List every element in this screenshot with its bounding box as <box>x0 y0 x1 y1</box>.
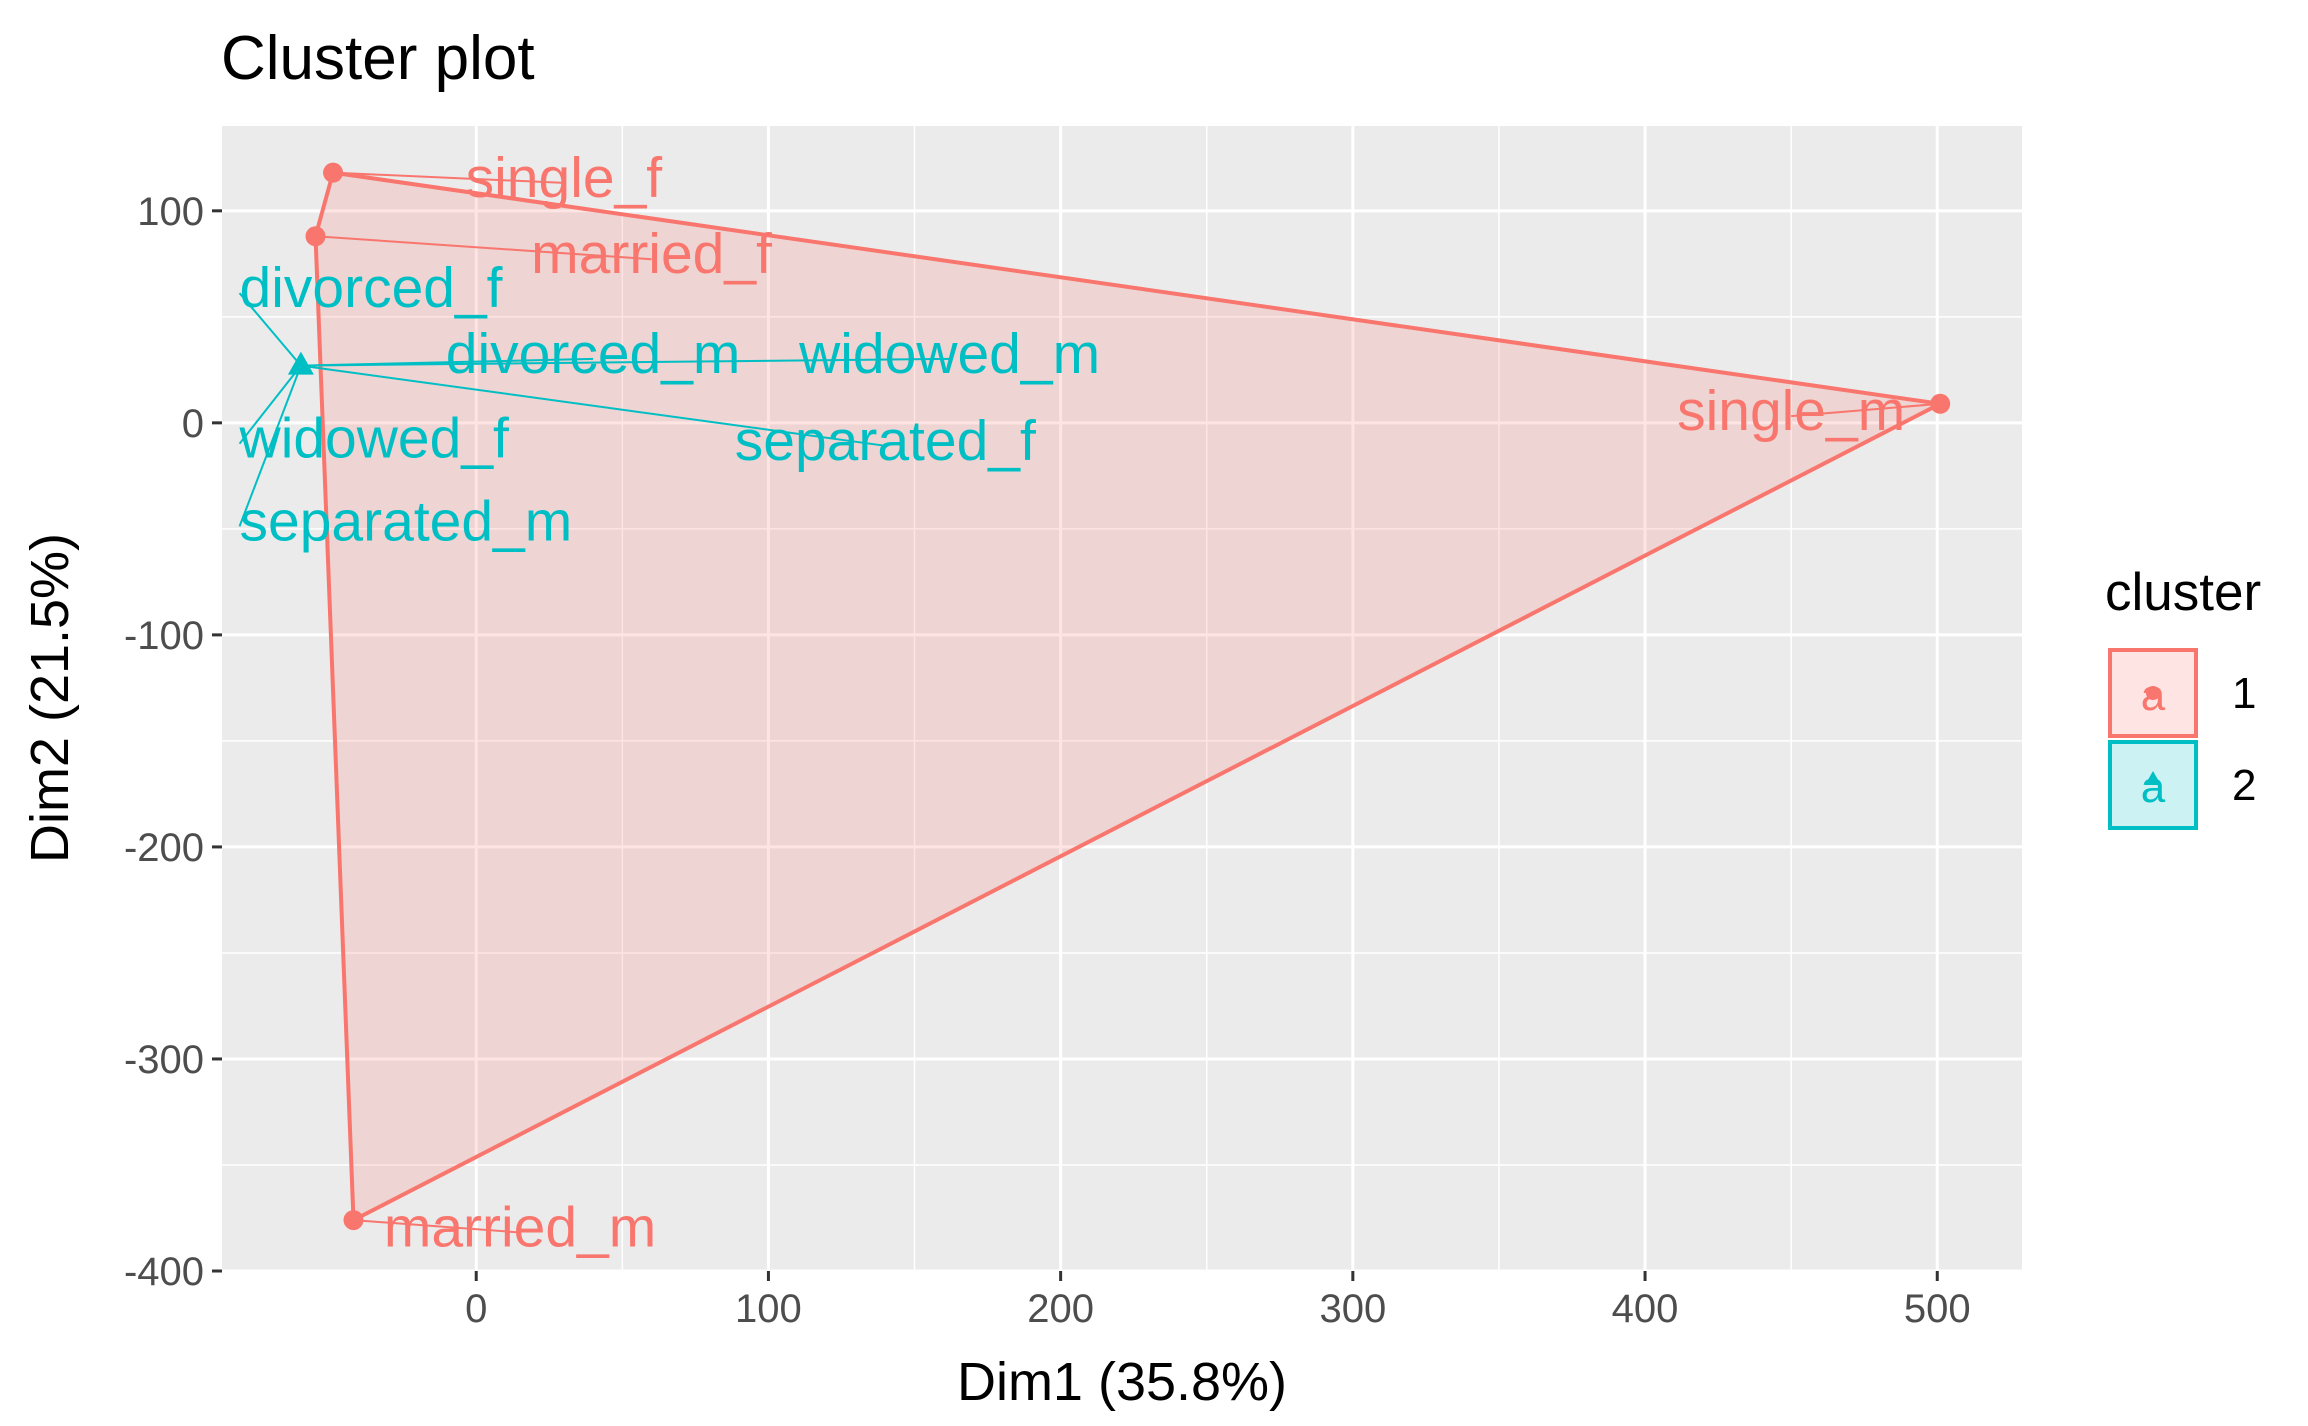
point-label-widowed-m: widowed_m <box>798 322 1100 386</box>
y-tick-label: -200 <box>124 826 204 870</box>
axes: 0 100 200 300 400 500 -400 -300 -200 -100 0 100 <box>124 190 1971 1331</box>
point-labels: single_f married_f single_m married_m divorc… <box>239 146 1906 1260</box>
point-label-married-m: married_m <box>384 1195 656 1259</box>
legend-key-circle <box>2146 686 2160 700</box>
y-tick-label: 0 <box>182 402 204 446</box>
legend-key-triangle <box>2145 771 2161 785</box>
y-tick-label: -400 <box>124 1250 204 1294</box>
leader-line <box>315 235 652 261</box>
x-tick-label: 200 <box>1027 1287 1094 1331</box>
data-point-cluster-1 <box>323 162 344 183</box>
legend-label: 2 <box>2232 761 2256 810</box>
y-tick-label: -100 <box>124 614 204 658</box>
point-label-divorced-m: divorced_m <box>446 322 741 386</box>
point-label-divorced-f: divorced_f <box>240 256 503 320</box>
legend-item-1: a1 <box>2108 648 2256 738</box>
point-label-widowed-f: widowed_f <box>239 407 509 471</box>
label-leader-lines <box>238 171 1941 1234</box>
data-points <box>287 162 1951 1231</box>
y-axis-title: Dim2 (21.5%) <box>20 533 80 863</box>
data-point-cluster-1 <box>343 1210 364 1231</box>
x-axis-title: Dim1 (35.8%) <box>957 1352 1287 1412</box>
data-point-cluster-1 <box>305 226 326 247</box>
legend-title: cluster <box>2105 563 2261 622</box>
x-tick-label: 500 <box>1904 1287 1971 1331</box>
x-tick-label: 0 <box>465 1287 487 1331</box>
leader-line <box>300 357 950 367</box>
y-tick-label: -300 <box>124 1038 204 1082</box>
point-label-separated-f: separated_f <box>735 409 1036 473</box>
grid-lines <box>222 126 2022 1273</box>
legend-label: 1 <box>2232 669 2256 718</box>
x-tick-label: 400 <box>1612 1287 1679 1331</box>
leader-line <box>332 171 564 184</box>
y-tick-label: 100 <box>137 190 204 234</box>
legend-keys: a1a2 <box>2108 648 2256 830</box>
point-label-single-m: single_m <box>1677 379 1905 443</box>
leader-line <box>238 365 302 527</box>
data-point-cluster-1 <box>1930 393 1951 414</box>
legend: cluster a1a2 <box>2105 563 2261 830</box>
legend-key-glyph: a <box>2141 763 2166 812</box>
data-point-cluster-2 <box>287 351 314 375</box>
leader-line <box>1791 402 1941 418</box>
point-label-single-f: single_f <box>466 146 663 210</box>
leader-line <box>353 1219 521 1234</box>
x-tick-label: 300 <box>1319 1287 1386 1331</box>
chart-title: Cluster plot <box>221 24 535 93</box>
leader-line <box>300 364 886 447</box>
leader-line <box>238 364 302 445</box>
point-label-separated-m: separated_m <box>240 489 573 553</box>
leader-line <box>238 292 302 367</box>
point-label-married-f: married_f <box>531 222 772 286</box>
x-tick-label: 100 <box>735 1287 802 1331</box>
